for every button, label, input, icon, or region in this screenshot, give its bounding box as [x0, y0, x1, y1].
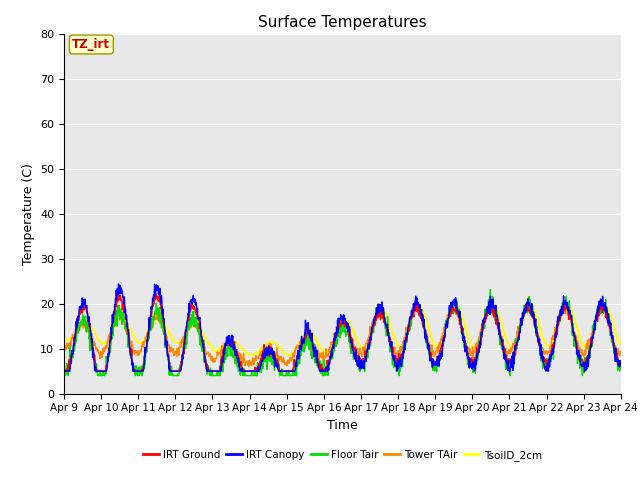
IRT Ground	[551, 332, 559, 337]
Floor Tair	[60, 372, 68, 378]
IRT Ground	[152, 291, 159, 297]
IRT Canopy	[502, 359, 509, 364]
IRT Ground	[246, 368, 254, 374]
TsoilD_2cm	[617, 341, 625, 347]
Floor Tair	[429, 368, 436, 373]
TsoilD_2cm	[60, 337, 68, 343]
Tower TAir	[246, 362, 254, 368]
IRT Canopy	[617, 361, 625, 367]
TsoilD_2cm	[429, 339, 437, 345]
TsoilD_2cm	[170, 338, 178, 344]
IRT Ground	[617, 360, 625, 365]
TsoilD_2cm	[527, 302, 534, 308]
IRT Canopy	[115, 281, 122, 287]
Line: IRT Canopy: IRT Canopy	[64, 284, 621, 371]
Floor Tair	[184, 327, 191, 333]
Floor Tair	[551, 336, 559, 341]
TsoilD_2cm	[248, 352, 256, 358]
Floor Tair	[246, 372, 254, 378]
Tower TAir	[60, 346, 68, 351]
Floor Tair	[486, 287, 494, 292]
Y-axis label: Temperature (C): Temperature (C)	[22, 163, 35, 264]
IRT Canopy	[551, 332, 559, 338]
Text: TZ_irt: TZ_irt	[72, 38, 110, 51]
IRT Ground	[60, 368, 68, 374]
Tower TAir	[184, 323, 191, 329]
Line: TsoilD_2cm: TsoilD_2cm	[64, 305, 621, 355]
Line: Floor Tair: Floor Tair	[64, 289, 621, 375]
IRT Canopy	[171, 368, 179, 374]
Tower TAir	[502, 350, 510, 356]
IRT Ground	[171, 368, 179, 374]
Tower TAir	[245, 364, 253, 370]
Tower TAir	[617, 348, 625, 354]
Line: IRT Ground: IRT Ground	[64, 294, 621, 371]
IRT Canopy	[246, 368, 254, 374]
X-axis label: Time: Time	[327, 419, 358, 432]
Floor Tair	[617, 365, 625, 371]
Floor Tair	[170, 372, 178, 378]
Tower TAir	[410, 300, 418, 306]
Tower TAir	[170, 351, 178, 357]
IRT Canopy	[184, 311, 192, 316]
Tower TAir	[429, 348, 437, 354]
Title: Surface Temperatures: Surface Temperatures	[258, 15, 427, 30]
Legend: IRT Ground, IRT Canopy, Floor Tair, Tower TAir, TsoilD_2cm: IRT Ground, IRT Canopy, Floor Tair, Towe…	[139, 445, 546, 465]
IRT Ground	[429, 358, 437, 363]
TsoilD_2cm	[502, 336, 509, 342]
TsoilD_2cm	[552, 332, 559, 338]
IRT Canopy	[60, 368, 68, 374]
IRT Canopy	[429, 362, 437, 368]
TsoilD_2cm	[184, 329, 191, 335]
Floor Tair	[502, 367, 509, 372]
TsoilD_2cm	[246, 352, 254, 358]
Line: Tower TAir: Tower TAir	[64, 303, 621, 367]
IRT Ground	[502, 355, 509, 360]
Tower TAir	[552, 328, 559, 334]
IRT Ground	[184, 315, 192, 321]
